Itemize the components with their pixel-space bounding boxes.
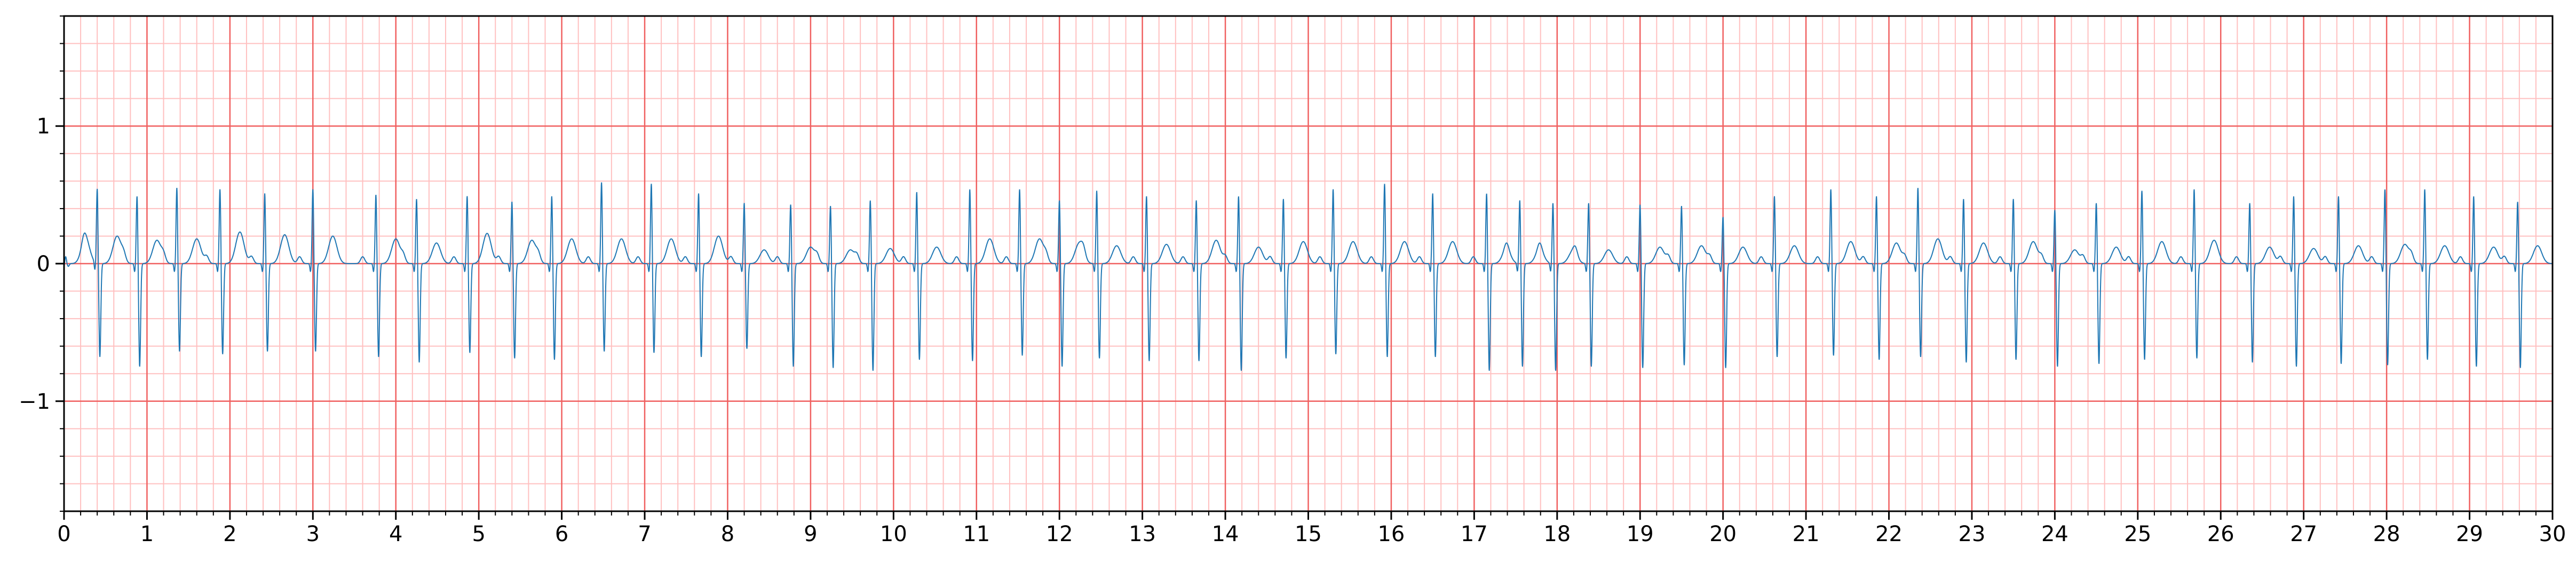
- x-tick-label: 6: [555, 522, 568, 546]
- x-tick-label: 15: [1295, 522, 1322, 546]
- x-tick-label: 23: [1959, 522, 1986, 546]
- x-tick-label: 3: [306, 522, 320, 546]
- x-tick-label: 28: [2373, 522, 2400, 546]
- x-tick-label: 22: [1875, 522, 1903, 546]
- x-axis: 0 1 2 3 4 5 6 7 8 9 10 11 12 13 14 15 16 17 18 19 20 21 22 23 24…: [57, 511, 2566, 546]
- x-tick-label: 2: [223, 522, 236, 546]
- y-tick-label: 0: [37, 252, 50, 276]
- x-tick-label: 24: [2041, 522, 2068, 546]
- x-tick-label: 5: [472, 522, 485, 546]
- x-tick-label: 27: [2290, 522, 2317, 546]
- y-tick-label: 1: [37, 114, 50, 139]
- x-tick-label: 12: [1046, 522, 1073, 546]
- x-tick-label: 0: [57, 522, 70, 546]
- x-tick-label: 29: [2456, 522, 2483, 546]
- x-tick-label: 8: [721, 522, 734, 546]
- x-tick-label: 21: [1793, 522, 1820, 546]
- ecg-trace: [64, 182, 2553, 371]
- x-tick-label: 10: [880, 522, 907, 546]
- x-tick-label: 13: [1129, 522, 1156, 546]
- x-tick-label: 26: [2207, 522, 2234, 546]
- x-tick-label: 11: [963, 522, 990, 546]
- x-tick-label: 1: [140, 522, 154, 546]
- ecg-series-line: [64, 182, 2553, 371]
- x-tick-label: 18: [1543, 522, 1571, 546]
- x-tick-label: 7: [638, 522, 651, 546]
- x-tick-label: 25: [2124, 522, 2151, 546]
- major-grid: [63, 16, 2554, 511]
- x-tick-label: 20: [1709, 522, 1737, 546]
- y-axis: −1 0 1: [19, 15, 64, 512]
- x-tick-label: 17: [1461, 522, 1488, 546]
- x-tick-label: 14: [1212, 522, 1239, 546]
- x-tick-label: 4: [389, 522, 402, 546]
- x-tick-label: 9: [804, 522, 817, 546]
- x-tick-label: 19: [1627, 522, 1654, 546]
- y-tick-label: −1: [19, 390, 50, 414]
- x-tick-label: 16: [1377, 522, 1405, 546]
- x-tick-label: 30: [2539, 522, 2566, 546]
